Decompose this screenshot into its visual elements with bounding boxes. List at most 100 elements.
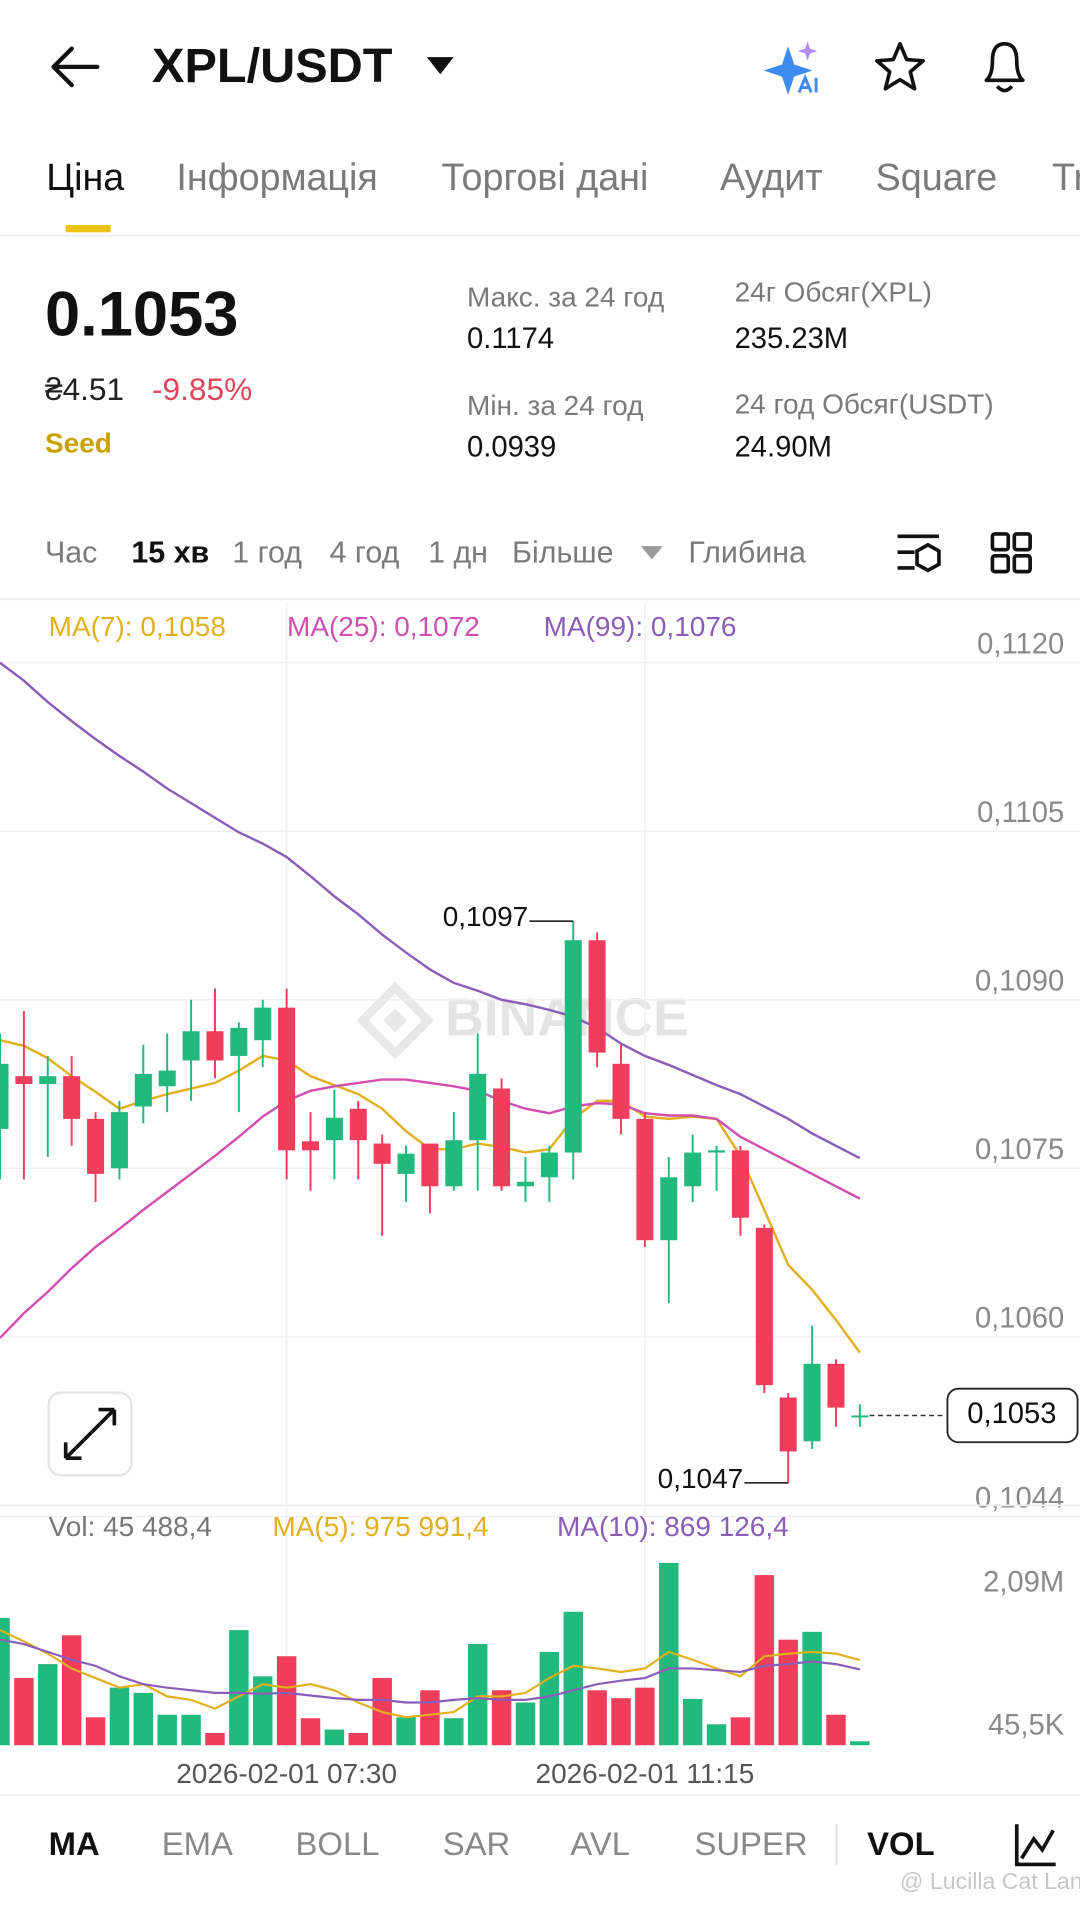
volume-bar <box>133 1692 154 1746</box>
candle-body <box>15 1076 33 1085</box>
volume-ma-line <box>0 1638 861 1704</box>
divider <box>0 1793 1080 1796</box>
candle-body <box>301 1141 320 1151</box>
x-tick-label: 2026-02-01 07:30 <box>176 1758 397 1789</box>
candle-body <box>0 1063 9 1129</box>
volume-bar <box>85 1717 106 1746</box>
candle-body <box>540 1152 558 1178</box>
volume-bar <box>444 1718 464 1746</box>
last-price: 0.1053 <box>45 279 238 349</box>
chart-settings-button[interactable] <box>897 534 941 573</box>
layout-button[interactable] <box>990 532 1032 574</box>
candle-body <box>516 1181 534 1187</box>
candle-body <box>206 1031 224 1061</box>
volume-bar <box>587 1690 607 1746</box>
depth-tab[interactable]: Глибина <box>688 536 806 570</box>
candle-body <box>564 940 582 1153</box>
more-dropdown[interactable] <box>640 546 663 560</box>
legend-entry: MA(7): 0,1058 <box>49 611 226 642</box>
candle-body <box>469 1073 487 1141</box>
tab-active[interactable]: Ціна <box>46 156 124 198</box>
y-tick-label: 0,1120 <box>977 628 1064 660</box>
indicator[interactable]: AVL <box>570 1825 630 1862</box>
tab[interactable]: Інформація <box>176 156 377 198</box>
interval-label: Час <box>45 536 97 570</box>
layout-cell <box>990 553 1011 574</box>
favorite-button[interactable] <box>875 41 925 91</box>
indicator[interactable]: EMA <box>162 1825 233 1862</box>
divider <box>0 1504 1080 1507</box>
alert-button[interactable] <box>984 41 1025 93</box>
legend-entry: MA(25): 0,1072 <box>287 611 480 642</box>
indicator[interactable]: SAR <box>443 1825 511 1862</box>
interval-active[interactable]: 15 хв <box>131 536 209 570</box>
ai-button[interactable] <box>763 41 825 95</box>
candle-body <box>39 1076 57 1085</box>
volume-bar <box>38 1664 58 1746</box>
tab[interactable]: Аудит <box>720 156 823 198</box>
volume-bar <box>539 1651 560 1746</box>
volume-bar <box>324 1729 345 1746</box>
volume-bar <box>635 1687 655 1746</box>
pair-dropdown[interactable] <box>426 57 454 75</box>
interval[interactable]: 1 год <box>232 536 302 570</box>
volume-bar <box>181 1714 201 1746</box>
expand-icon <box>63 1407 117 1461</box>
interval[interactable]: 4 год <box>330 536 400 570</box>
candle-body <box>230 1027 248 1056</box>
back-button[interactable] <box>51 46 100 88</box>
price-change: -9.85% <box>152 371 252 407</box>
candle-body <box>660 1177 678 1241</box>
indicator-active[interactable]: MA <box>49 1825 100 1862</box>
layout-cell <box>1012 532 1032 552</box>
settings-hex <box>915 542 941 573</box>
candle-body <box>421 1143 439 1187</box>
volume-bar <box>850 1741 870 1746</box>
volume-bar <box>276 1656 297 1746</box>
legend-entry: MA(10): 869 126,4 <box>557 1511 789 1542</box>
extreme-label: 0,1047 <box>658 1463 744 1494</box>
indicator-settings[interactable] <box>1014 1824 1056 1867</box>
candle-body <box>110 1112 128 1169</box>
interval[interactable]: 1 дн <box>428 536 488 570</box>
candle-body <box>636 1118 654 1241</box>
y-tick-label: 0,1090 <box>975 965 1064 997</box>
tag: Seed <box>45 428 112 459</box>
stat-value: 0.1174 <box>467 323 554 355</box>
candle-body <box>731 1150 749 1218</box>
interval-more[interactable]: Більше <box>512 536 614 570</box>
volume-bar <box>659 1562 679 1746</box>
stat-value: 0.0939 <box>467 431 556 463</box>
candle-body <box>278 1007 296 1151</box>
volume-bar <box>348 1733 369 1746</box>
volume-bar <box>563 1611 583 1746</box>
candle-body <box>851 1415 869 1418</box>
indicator-active[interactable]: VOL <box>867 1825 934 1862</box>
ai-letters <box>797 74 818 93</box>
legend-entry: MA(99): 0,1076 <box>544 611 737 642</box>
volume-bar <box>467 1644 488 1746</box>
expand-button[interactable] <box>47 1391 133 1477</box>
y-tick-label: 0,1075 <box>975 1134 1064 1166</box>
chart-layer: 0,1120 0,1105 0,1090 0,1075 0,1060 0,1044 2026… <box>0 602 1080 1789</box>
watermark-center <box>383 1008 408 1033</box>
tab[interactable]: Tr <box>1052 156 1080 198</box>
indicator[interactable]: BOLL <box>296 1825 380 1862</box>
volume-bar <box>14 1678 34 1746</box>
tab[interactable]: Square <box>876 156 998 198</box>
indicator[interactable]: SUPER <box>694 1825 807 1862</box>
pair-title[interactable]: XPL/USDT <box>152 39 393 93</box>
tab[interactable]: Торгові дані <box>441 156 648 198</box>
layout-cell <box>1012 553 1032 574</box>
candle-body <box>158 1070 176 1087</box>
candle-body <box>87 1118 105 1174</box>
x-tick-label: 2026-02-01 11:15 <box>536 1758 755 1789</box>
y-tick-label: 0,1044 <box>975 1482 1064 1514</box>
volume-bar <box>611 1698 631 1746</box>
y-tick-label: 0,1105 <box>977 797 1064 829</box>
last-price-label: 0,1053 <box>967 1398 1056 1430</box>
divider <box>0 598 1080 601</box>
candle-body <box>254 1007 272 1041</box>
ma-line <box>0 661 861 1160</box>
